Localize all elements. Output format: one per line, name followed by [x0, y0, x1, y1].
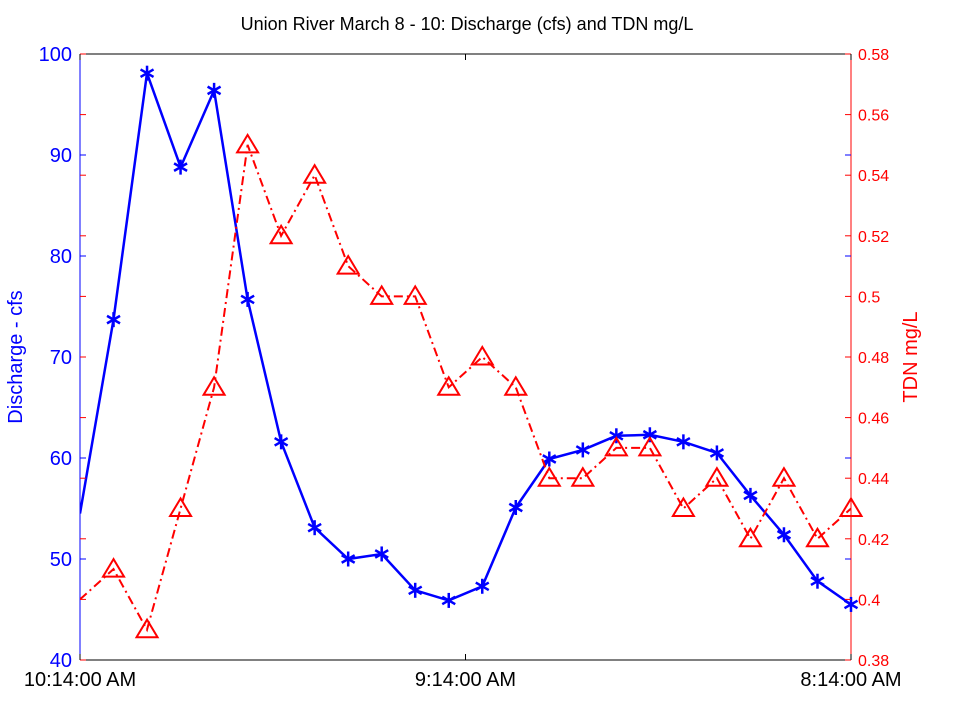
tdn-marker	[503, 375, 529, 396]
discharge-marker-stroke	[374, 549, 389, 559]
y-left-tick-label: 40	[50, 650, 72, 672]
discharge-marker	[341, 551, 356, 567]
y-axis-left-label: Discharge - cfs	[5, 290, 27, 423]
y-right-tick-label: 0.44	[858, 471, 889, 488]
discharge-marker-stroke	[173, 162, 188, 172]
discharge-marker	[776, 527, 792, 543]
y-right-tick-label: 0.52	[858, 229, 889, 246]
discharge-marker-stroke	[575, 445, 590, 455]
y-right-tick-label: 0.42	[858, 532, 889, 549]
discharge-marker-stroke	[240, 294, 255, 305]
tdn-line	[80, 144, 851, 633]
tdn-marker	[402, 284, 428, 305]
tdn-marker	[369, 284, 394, 305]
discharge-marker-stroke	[274, 437, 289, 447]
discharge-marker	[307, 520, 322, 536]
tdn-marker	[302, 163, 327, 184]
y-axis-right-label: TDN mg/L	[900, 311, 922, 402]
discharge-marker-stroke	[676, 437, 691, 447]
tdn-marker	[637, 435, 663, 457]
y-right-tick-label: 0.4	[858, 592, 880, 609]
discharge-series	[80, 65, 859, 612]
discharge-marker	[475, 578, 490, 594]
discharge-line	[80, 72, 851, 606]
tdn-marker	[235, 132, 260, 154]
tdn-marker	[570, 466, 596, 487]
discharge-marker-stroke	[709, 448, 725, 458]
tdn-marker	[335, 254, 361, 275]
discharge-marker-stroke	[475, 581, 490, 592]
discharge-marker	[743, 487, 758, 503]
y-left-tick-label: 60	[50, 448, 72, 470]
discharge-marker	[542, 451, 557, 467]
tdn-marker	[436, 375, 462, 396]
discharge-marker-stroke	[776, 529, 792, 540]
discharge-marker	[441, 592, 456, 608]
discharge-marker	[173, 159, 188, 175]
discharge-marker-stroke	[609, 430, 624, 441]
discharge-marker	[240, 291, 255, 307]
tdn-marker	[771, 466, 797, 487]
discharge-marker-stroke	[642, 429, 657, 440]
discharge-marker-stroke	[743, 490, 758, 501]
discharge-marker	[676, 434, 691, 450]
discharge-marker	[810, 573, 825, 589]
discharge-marker-stroke	[139, 68, 155, 79]
discharge-marker	[575, 442, 590, 458]
discharge-marker	[374, 546, 389, 562]
y-left-tick-label: 80	[50, 246, 72, 268]
y-left-tick-label: 50	[50, 549, 72, 571]
discharge-marker-stroke	[508, 502, 523, 513]
tdn-marker	[805, 526, 830, 548]
tdn-marker	[469, 345, 495, 366]
discharge-marker	[709, 445, 725, 461]
tdn-marker	[671, 496, 696, 517]
tdn-marker	[101, 557, 126, 578]
y-left-tick-label: 70	[50, 347, 72, 369]
y-left-tick-label: 100	[39, 44, 72, 66]
discharge-marker-stroke	[810, 576, 825, 587]
y-left-tick-label: 90	[50, 145, 72, 167]
discharge-marker-stroke	[341, 554, 356, 564]
tdn-marker	[134, 617, 160, 639]
y-axis-right-ticks: 0.38 0.4 0.42 0.44 0.46 0.48 0.5 0.52 0.54 0.56 0.…	[80, 47, 889, 670]
y-right-tick-label: 0.54	[858, 168, 889, 185]
discharge-marker-stroke	[206, 85, 222, 96]
discharge-marker-stroke	[843, 599, 859, 610]
discharge-marker-stroke	[542, 454, 557, 464]
x-axis-ticks: 10:14:00 AM 9:14:00 AM 8:14:00 AM	[24, 54, 902, 691]
tdn-marker	[168, 496, 193, 517]
discharge-marker	[508, 499, 523, 515]
y-right-tick-label: 0.46	[858, 411, 889, 428]
tdn-marker	[838, 496, 864, 517]
discharge-marker-stroke	[408, 585, 423, 596]
y-right-tick-label: 0.58	[858, 47, 889, 64]
chart-title: Union River March 8 - 10: Discharge (cfs…	[241, 14, 694, 34]
y-right-tick-label: 0.5	[858, 289, 880, 306]
tdn-marker	[201, 375, 227, 396]
y-right-tick-label: 0.56	[858, 108, 889, 125]
discharge-marker	[274, 434, 289, 450]
tdn-marker	[604, 435, 629, 457]
tdn-marker	[738, 526, 763, 548]
discharge-marker	[206, 82, 222, 98]
tdn-marker	[537, 466, 562, 487]
y-right-tick-label: 0.48	[858, 350, 889, 367]
tdn-series	[80, 132, 864, 639]
x-tick-label: 9:14:00 AM	[415, 669, 516, 691]
tdn-marker	[268, 223, 294, 245]
discharge-marker-stroke	[441, 595, 456, 606]
discharge-marker	[139, 65, 155, 81]
discharge-marker-stroke	[307, 522, 322, 533]
tdn-marker	[704, 466, 730, 487]
discharge-marker	[408, 582, 423, 598]
y-right-tick-label: 0.38	[858, 653, 889, 670]
x-tick-label: 10:14:00 AM	[24, 669, 136, 691]
discharge-marker-stroke	[106, 314, 121, 325]
discharge-marker	[609, 428, 624, 444]
x-tick-label: 8:14:00 AM	[800, 669, 901, 691]
discharge-marker	[106, 312, 121, 328]
